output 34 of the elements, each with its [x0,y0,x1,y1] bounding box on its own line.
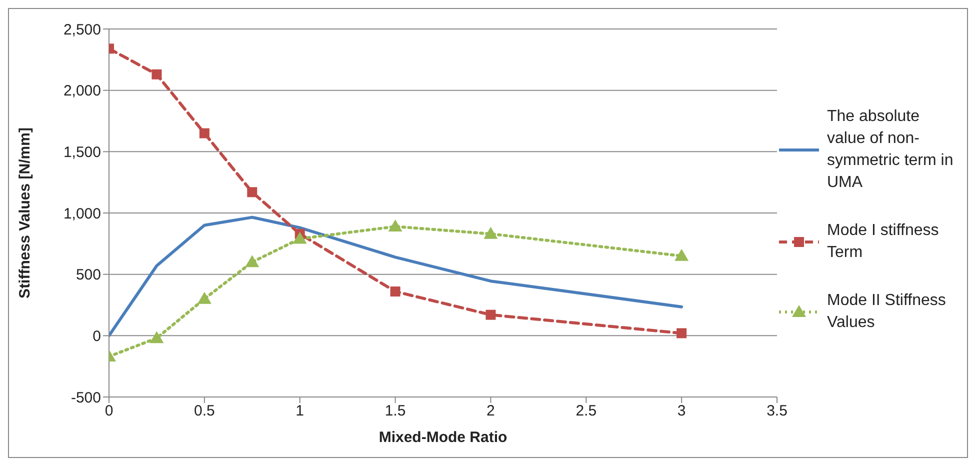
x-tick-label: 0.5 [194,402,215,420]
x-axis-title: Mixed-Mode Ratio [378,429,508,446]
y-tick-label: 500 [76,266,101,284]
y-tick-label: -500 [70,389,101,406]
y-tick-label: 0 [92,328,101,345]
x-tick-label: 0 [104,402,114,420]
legend-label: Mode I stiffness Term [827,221,940,263]
x-tick-label: 3.5 [766,402,788,420]
point [197,292,212,304]
point [676,328,687,338]
point [674,248,689,261]
point [199,128,210,138]
point [390,286,400,297]
y-tick-label: 1,000 [63,205,101,222]
x-tick-label: 1 [296,402,304,420]
point [247,187,258,198]
y-tick-label: 1,500 [63,144,101,161]
point [484,226,498,239]
x-tick-label: 3 [677,402,686,420]
x-tick-label: 2 [486,402,495,420]
point [245,255,260,268]
line-series [109,216,684,338]
point [152,69,162,80]
point [292,232,307,244]
legend-label: Mode II Stiffness Values [827,291,947,333]
y-axis-title: Stiffness Values [N/mm] [16,128,34,298]
point [150,331,164,344]
x-tick-label: 2.5 [576,402,597,420]
y-tick-label: 2,500 [63,21,101,38]
legend-label: The absolute value of non-symmetric term in UMA [827,107,954,193]
point [388,219,402,232]
x-tick-label: 1.5 [384,402,406,420]
y-tick-label: 2,000 [63,82,101,100]
point [486,310,496,320]
